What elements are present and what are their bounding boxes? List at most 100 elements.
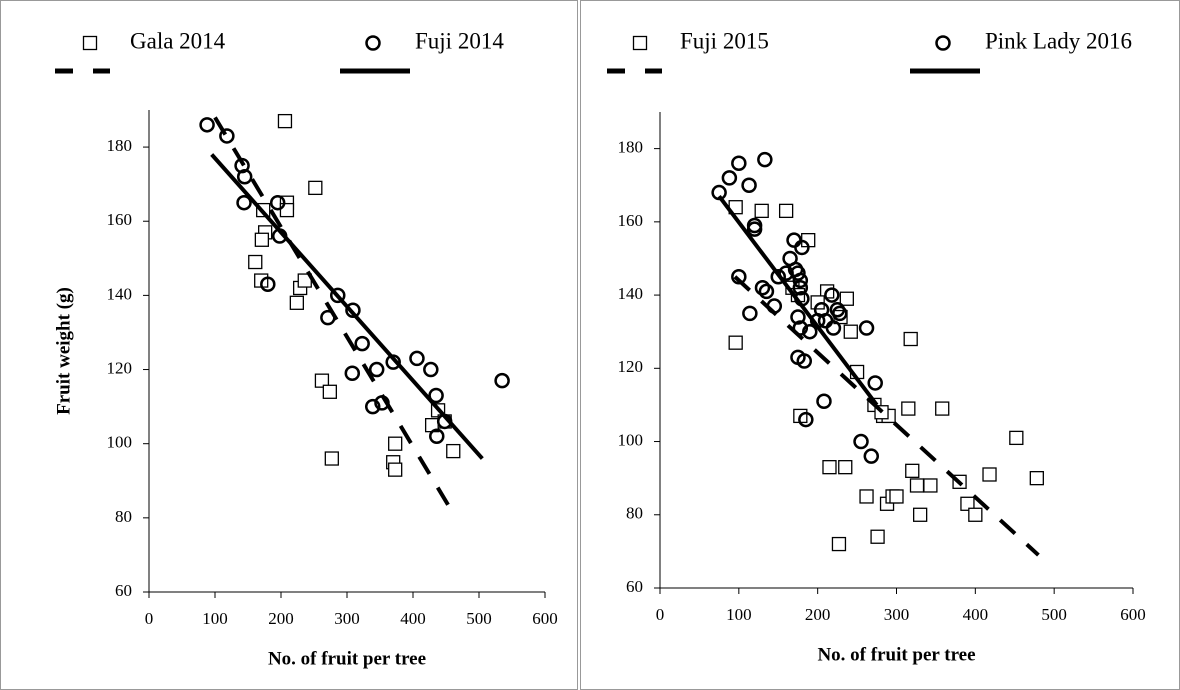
y-tick-label: 120 bbox=[618, 357, 644, 376]
x-tick-label: 400 bbox=[963, 605, 989, 624]
square-point bbox=[903, 331, 918, 347]
circle-point bbox=[199, 117, 215, 133]
x-tick-label: 0 bbox=[656, 605, 665, 624]
square-point bbox=[1009, 430, 1024, 446]
circle-point bbox=[867, 375, 883, 391]
circle-point bbox=[770, 269, 786, 285]
square-point bbox=[909, 478, 925, 493]
x-tick-label: 400 bbox=[400, 609, 426, 628]
circle-point bbox=[853, 433, 869, 450]
x-tick-label: 300 bbox=[334, 609, 360, 628]
x-tick-label: 0 bbox=[145, 609, 154, 628]
trend-line bbox=[210, 153, 484, 460]
square-point bbox=[831, 536, 847, 552]
square-point bbox=[314, 373, 330, 388]
trend-line bbox=[733, 275, 1040, 557]
circle-point bbox=[236, 168, 253, 185]
circle-point bbox=[824, 287, 840, 303]
circle-point bbox=[796, 353, 813, 369]
y-axis-title: Fruit weight (g) bbox=[53, 287, 74, 415]
square-point bbox=[968, 507, 983, 522]
x-tick-label: 300 bbox=[884, 605, 910, 624]
square-point bbox=[388, 462, 403, 477]
y-tick-label: 140 bbox=[618, 284, 644, 303]
square-point bbox=[277, 113, 293, 129]
circle-point bbox=[825, 320, 842, 336]
circle-point bbox=[409, 350, 425, 367]
x-axis-title: No. of fruit per tree bbox=[268, 648, 426, 669]
x-tick-label: 100 bbox=[726, 605, 752, 624]
legend-label: Fuji 2014 bbox=[415, 28, 504, 53]
legend-label: Gala 2014 bbox=[130, 28, 226, 53]
square-point bbox=[982, 467, 997, 482]
x-tick-label: 200 bbox=[268, 609, 294, 628]
y-tick-label: 140 bbox=[107, 284, 133, 303]
y-tick-label: 180 bbox=[107, 136, 133, 155]
circle-point bbox=[816, 393, 832, 410]
square-point bbox=[810, 295, 825, 310]
circle-point bbox=[792, 320, 809, 336]
y-tick-label: 60 bbox=[115, 581, 132, 600]
y-tick-label: 80 bbox=[115, 507, 132, 526]
y-tick-label: 60 bbox=[626, 577, 643, 596]
y-tick-label: 180 bbox=[618, 138, 644, 157]
circle-point bbox=[320, 309, 336, 326]
y-tick-label: 160 bbox=[618, 211, 644, 230]
x-tick-label: 600 bbox=[532, 609, 558, 628]
square-point bbox=[901, 401, 916, 416]
square-point bbox=[822, 460, 837, 475]
square-point bbox=[632, 35, 648, 51]
circle-point bbox=[758, 283, 775, 300]
panel-border bbox=[0, 0, 578, 690]
panel-border bbox=[580, 0, 1180, 690]
circle-point bbox=[429, 428, 445, 445]
square-point bbox=[754, 203, 769, 219]
circle-point bbox=[766, 298, 783, 314]
square-point bbox=[913, 507, 928, 522]
circle-point bbox=[786, 232, 802, 248]
square-point bbox=[870, 529, 885, 544]
circle-point bbox=[374, 395, 390, 411]
x-tick-label: 600 bbox=[1120, 605, 1146, 624]
square-point bbox=[289, 295, 304, 310]
square-point bbox=[889, 489, 904, 504]
x-tick-label: 100 bbox=[202, 609, 228, 628]
circle-point bbox=[858, 320, 875, 336]
square-point bbox=[960, 496, 975, 511]
circle-point bbox=[757, 151, 773, 168]
circle-point bbox=[792, 272, 809, 289]
y-tick-label: 160 bbox=[107, 210, 133, 229]
square-point bbox=[843, 324, 858, 339]
circle-point bbox=[354, 335, 370, 352]
circle-point bbox=[368, 361, 385, 378]
circle-point bbox=[935, 35, 951, 51]
circle-point bbox=[790, 309, 806, 325]
legend-label: Pink Lady 2016 bbox=[985, 28, 1132, 53]
square-point bbox=[308, 180, 323, 196]
square-point bbox=[839, 291, 854, 306]
circle-point bbox=[754, 280, 771, 296]
circle-point bbox=[721, 170, 738, 186]
square-point bbox=[1029, 471, 1044, 486]
square-point bbox=[838, 460, 853, 475]
circle-point bbox=[219, 128, 235, 144]
circle-point bbox=[423, 361, 439, 378]
circle-point bbox=[236, 194, 252, 211]
trend-line bbox=[717, 195, 879, 407]
legend-label: Fuji 2015 bbox=[680, 28, 769, 53]
circle-point bbox=[260, 276, 276, 293]
circle-point bbox=[365, 35, 381, 51]
circle-point bbox=[798, 411, 814, 428]
square-point bbox=[446, 443, 461, 459]
square-point bbox=[324, 451, 339, 466]
y-tick-label: 80 bbox=[626, 504, 643, 523]
y-tick-label: 120 bbox=[107, 358, 133, 377]
square-point bbox=[859, 489, 874, 504]
circle-point bbox=[330, 287, 346, 304]
x-axis-title: No. of fruit per tree bbox=[817, 644, 975, 665]
circle-point bbox=[792, 280, 809, 296]
circle-point bbox=[731, 155, 747, 172]
square-point bbox=[388, 436, 403, 451]
x-tick-label: 200 bbox=[805, 605, 831, 624]
